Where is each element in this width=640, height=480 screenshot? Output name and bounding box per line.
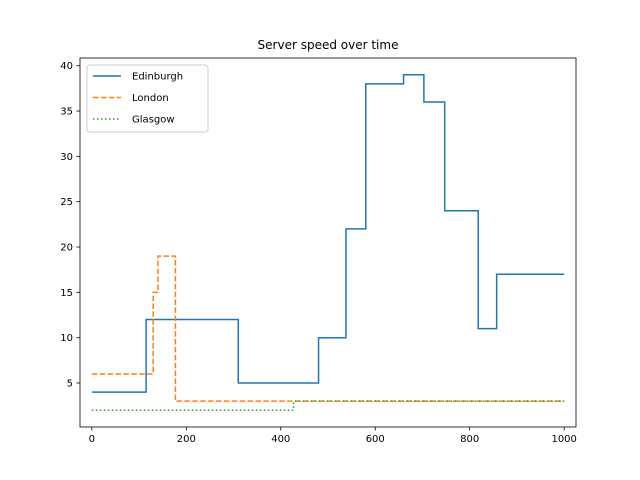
y-axis: 5 10 15 20 25 30 35 40: [60, 61, 80, 390]
y-tick-label: 10: [60, 333, 73, 344]
series-line-0: [91, 74, 565, 393]
x-tick-label: 800: [460, 434, 479, 445]
series-line-1: [91, 255, 565, 402]
x-tick-label: 1000: [551, 434, 576, 445]
x-tick-label: 0: [89, 434, 95, 445]
y-tick-label: 30: [60, 152, 73, 163]
x-tick-label: 200: [177, 434, 196, 445]
x-axis: 0 200 400 600 800 1000: [89, 427, 577, 445]
y-tick-label: 40: [60, 61, 73, 72]
series-line-2: [91, 400, 565, 411]
y-tick-label: 20: [60, 243, 73, 254]
plot-frame: [79, 57, 577, 428]
legend-label-2: Glasgow: [132, 115, 175, 126]
legend-box: [86, 64, 209, 133]
legend: Edinburgh London Glasgow: [86, 64, 209, 133]
series-layer: [91, 74, 565, 411]
chart-title: Server speed over time: [258, 38, 399, 52]
y-tick-label: 5: [67, 379, 73, 390]
y-tick-label: 15: [60, 288, 73, 299]
legend-label-0: Edinburgh: [132, 72, 183, 83]
y-tick-label: 35: [60, 107, 73, 118]
x-tick-label: 400: [271, 434, 290, 445]
x-tick-label: 600: [366, 434, 385, 445]
y-tick-label: 25: [60, 197, 73, 208]
legend-label-1: London: [132, 93, 169, 104]
